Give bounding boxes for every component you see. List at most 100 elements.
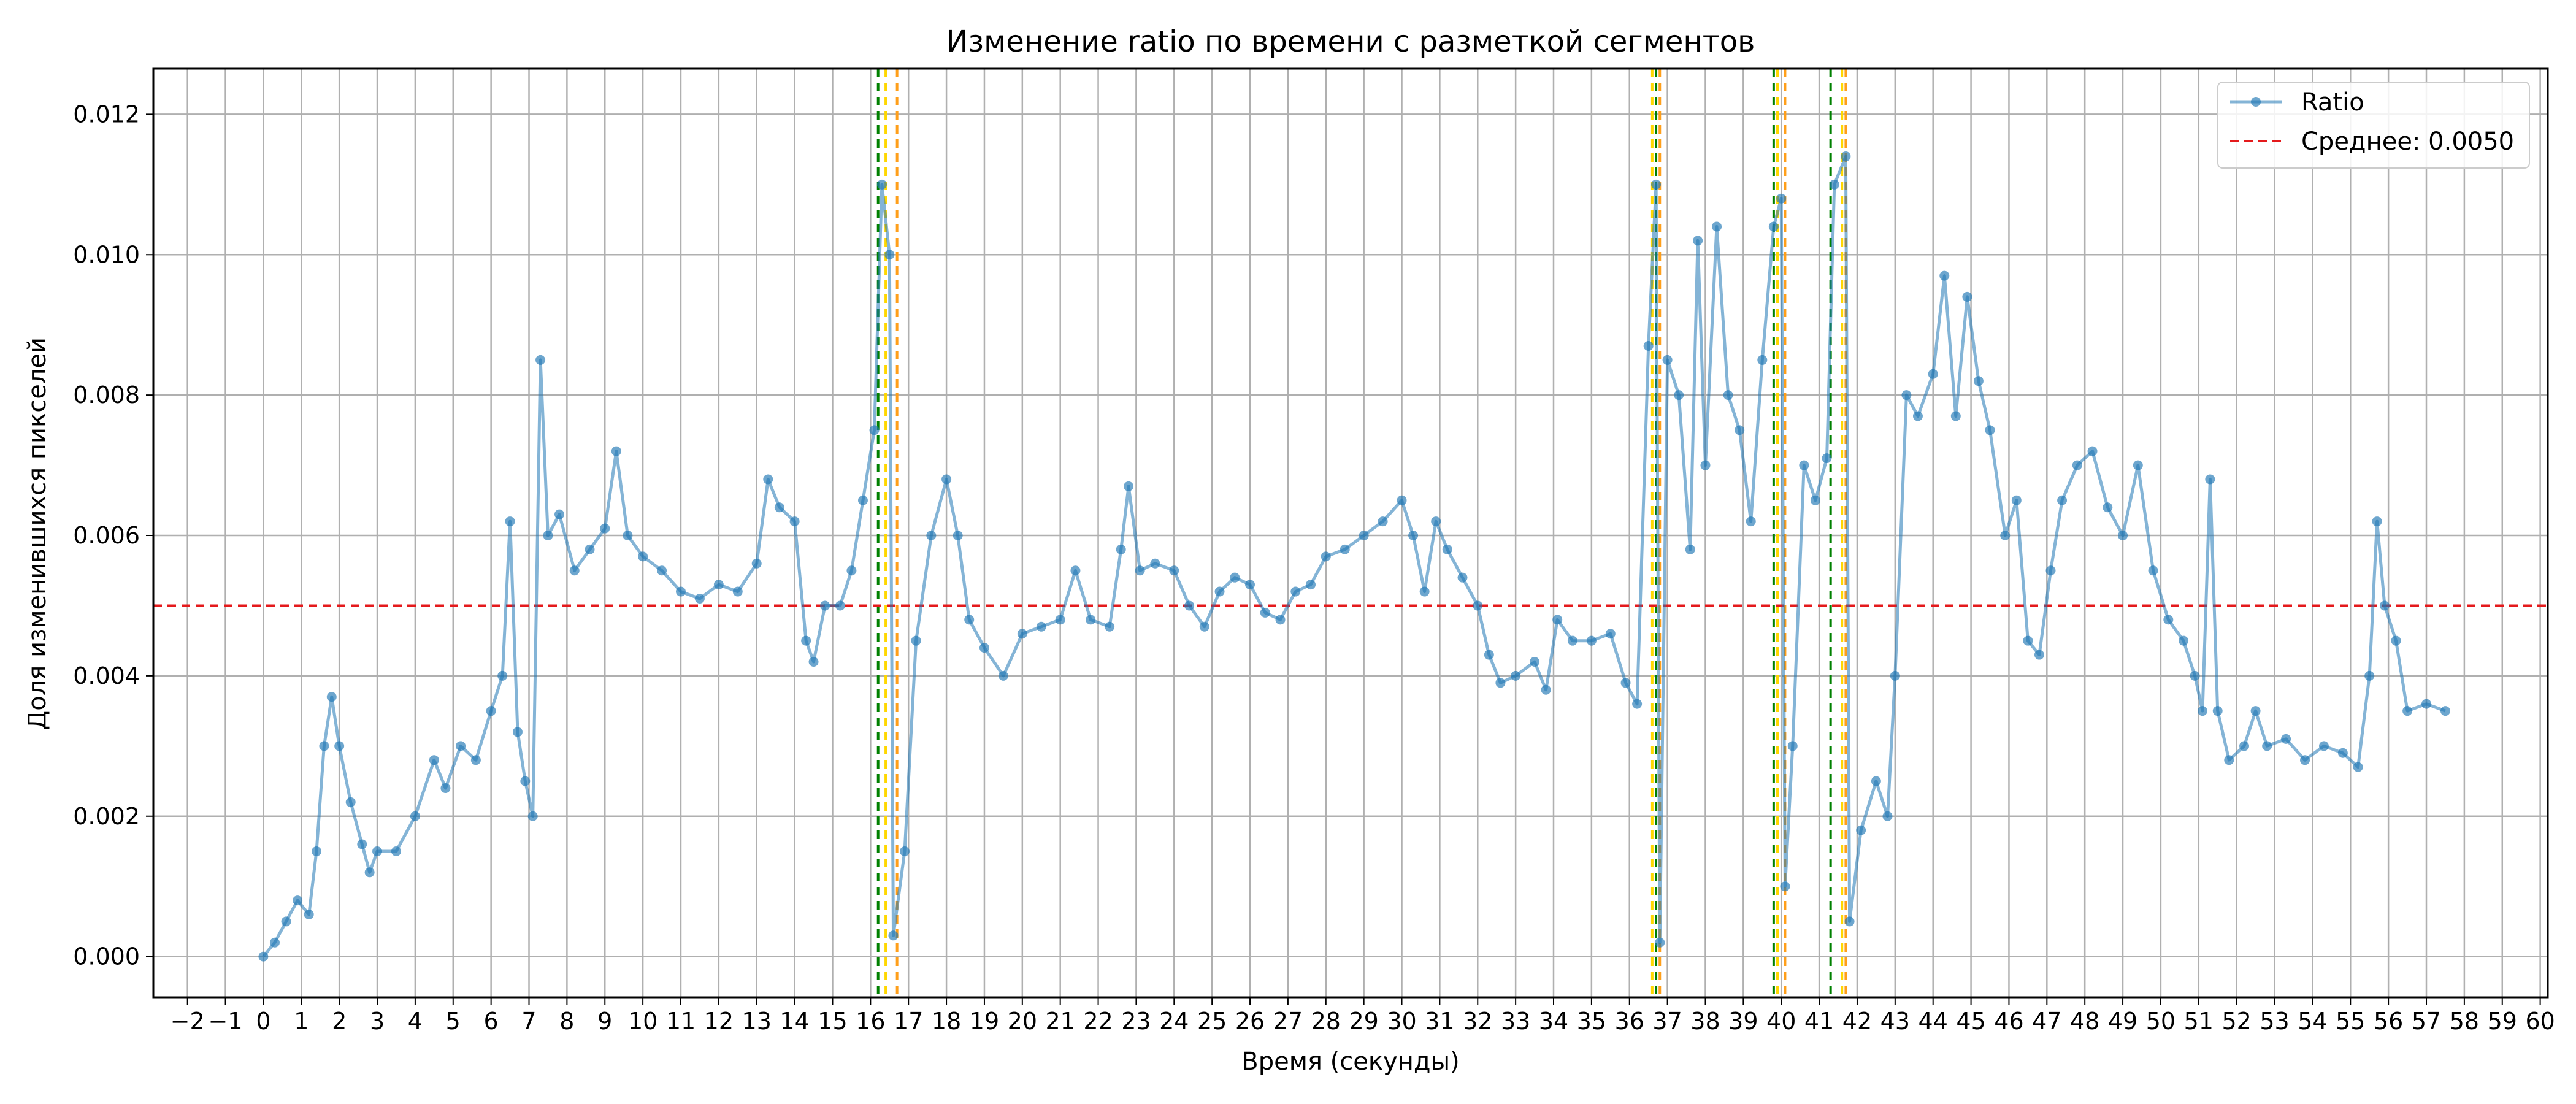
ratio-point xyxy=(1105,621,1115,632)
ratio-point xyxy=(1230,572,1240,583)
ratio-point xyxy=(319,741,329,751)
y-tick-label: 0.012 xyxy=(73,101,140,128)
ratio-point xyxy=(2133,460,2143,470)
ratio-point xyxy=(554,509,565,519)
x-tick-label: 31 xyxy=(1425,1008,1454,1035)
y-tick-label: 0.000 xyxy=(73,943,140,970)
ratio-point xyxy=(1871,776,1881,786)
ratio-point xyxy=(1275,615,1286,625)
ratio-point xyxy=(1901,390,1912,401)
x-tick-label: 38 xyxy=(1690,1008,1720,1035)
ratio-point xyxy=(1700,460,1711,470)
ratio-point xyxy=(869,425,880,435)
x-tick-label: 47 xyxy=(2032,1008,2061,1035)
ratio-point xyxy=(953,531,963,541)
ratio-point xyxy=(1473,600,1483,611)
x-tick-label: 58 xyxy=(2450,1008,2479,1035)
ratio-point xyxy=(1723,390,1733,401)
legend-ratio-marker xyxy=(2251,97,2261,107)
x-tick-label: 13 xyxy=(742,1008,772,1035)
ratio-point xyxy=(941,474,952,485)
ratio-point xyxy=(1495,678,1506,688)
legend-mean-label: Среднее: 0.0050 xyxy=(2301,128,2514,156)
ratio-point xyxy=(470,755,481,765)
x-tick-label: 11 xyxy=(666,1008,696,1035)
ratio-point xyxy=(1116,544,1126,554)
ratio-point xyxy=(2103,502,2113,513)
ratio-point xyxy=(900,846,910,856)
ratio-point xyxy=(1214,586,1225,597)
ratio-point xyxy=(1442,544,1452,554)
grid-lines xyxy=(153,69,2548,997)
ratio-point xyxy=(1655,937,1665,948)
ratio-point xyxy=(1260,607,1270,618)
x-tick-label: 3 xyxy=(370,1008,385,1035)
ratio-point xyxy=(1036,621,1046,632)
x-tick-label: 26 xyxy=(1235,1008,1265,1035)
ratio-point xyxy=(1408,531,1419,541)
ratio-point xyxy=(623,531,633,541)
ratio-point xyxy=(1359,531,1369,541)
ratio-point xyxy=(2372,516,2382,527)
x-tick-label: 10 xyxy=(628,1008,657,1035)
ratio-point xyxy=(456,741,466,751)
ratio-point xyxy=(1567,635,1577,646)
ratio-point xyxy=(2440,706,2450,716)
x-tick-label: 48 xyxy=(2070,1008,2099,1035)
x-tick-label: 33 xyxy=(1501,1008,1530,1035)
ratio-point xyxy=(1776,193,1787,204)
ratio-point xyxy=(2281,734,2291,744)
ratio-point xyxy=(657,565,667,576)
ratio-point xyxy=(293,895,303,906)
ratio-point xyxy=(2118,531,2128,541)
y-tick-label: 0.010 xyxy=(73,241,140,268)
ratio-point xyxy=(2262,741,2272,751)
chart-title: Изменение ratio по времени с разметкой с… xyxy=(946,25,1755,59)
y-axis-label: Доля изменившихся пикселей xyxy=(23,337,52,730)
ratio-point xyxy=(2000,531,2011,541)
ratio-point xyxy=(1662,355,1673,365)
x-tick-label: 54 xyxy=(2298,1008,2327,1035)
y-tick-label: 0.006 xyxy=(73,522,140,549)
ratio-point xyxy=(440,783,451,793)
ratio-point xyxy=(846,565,857,576)
ratio-point xyxy=(1199,621,1209,632)
ratio-point xyxy=(1530,656,1540,667)
plot-area-frame xyxy=(152,67,2549,999)
x-tick-label: 59 xyxy=(2488,1008,2517,1035)
ratio-point xyxy=(535,355,546,365)
ratio-point xyxy=(1419,586,1430,597)
ratio-point xyxy=(312,846,322,856)
ratio-point xyxy=(1841,151,1851,162)
ratio-point xyxy=(1822,453,1832,464)
ratio-point xyxy=(2239,741,2250,751)
ratio-point xyxy=(1780,881,1790,892)
ratio-point xyxy=(1685,544,1695,554)
ratio-point xyxy=(675,586,686,597)
ratio-point xyxy=(1511,670,1521,681)
ratio-point xyxy=(820,600,830,611)
ratio-point xyxy=(713,580,724,590)
ratio-point xyxy=(1605,629,1616,639)
ratio-point xyxy=(1882,811,1893,821)
x-tick-label: 6 xyxy=(484,1008,499,1035)
x-axis-ticks: −2 −1 0 1 2 3 4 5 6 7 8 9 10 11 12 13 14 15 16 17 18 19 20 21 22… xyxy=(171,997,2555,1035)
ratio-point xyxy=(884,250,895,260)
x-tick-label: 37 xyxy=(1652,1008,1682,1035)
ratio-point xyxy=(326,692,337,702)
x-tick-label: 27 xyxy=(1273,1008,1303,1035)
ratio-point xyxy=(2337,748,2348,758)
ratio-point xyxy=(1856,825,1866,835)
x-tick-label: 49 xyxy=(2108,1008,2137,1035)
ratio-point xyxy=(1552,615,1563,625)
x-tick-label: 22 xyxy=(1083,1008,1113,1035)
ratio-point xyxy=(1484,650,1494,660)
y-tick-label: 0.004 xyxy=(73,662,140,689)
ratio-point xyxy=(1799,460,1809,470)
ratio-point xyxy=(2179,635,2189,646)
ratio-point xyxy=(2421,699,2432,709)
ratio-point xyxy=(1184,600,1195,611)
ratio-point xyxy=(979,643,989,653)
ratio-point xyxy=(2318,741,2329,751)
